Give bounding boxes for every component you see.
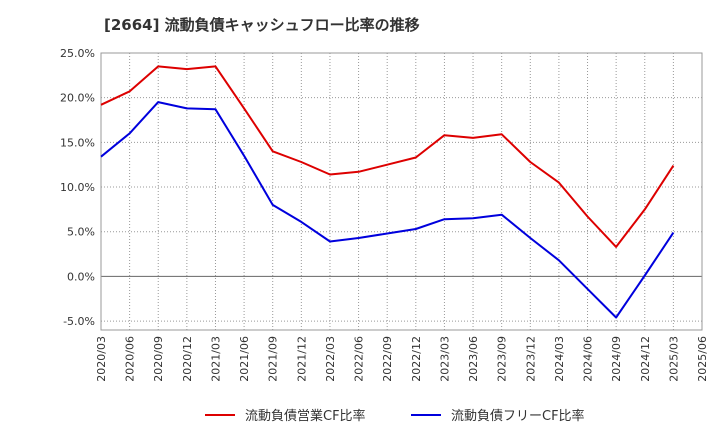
y-tick-label: 25.0% bbox=[60, 47, 95, 60]
x-tick-label: 2021/06 bbox=[238, 336, 251, 382]
chart-title: [2664] 流動負債キャッシュフロー比率の推移 bbox=[104, 16, 420, 34]
x-tick-label: 2020/12 bbox=[181, 336, 194, 382]
x-tick-label: 2024/03 bbox=[553, 336, 566, 382]
x-tick-label: 2020/09 bbox=[152, 336, 165, 382]
legend-label-2: 流動負債フリーCF比率 bbox=[451, 408, 585, 424]
x-axis-ticks: 2020/03 2020/06 2020/09 2020/12 2021/03 2021/… bbox=[95, 336, 709, 382]
x-tick-label: 2021/03 bbox=[209, 336, 222, 382]
legend-label-1: 流動負債営業CF比率 bbox=[245, 408, 366, 424]
y-tick-label: 15.0% bbox=[60, 136, 95, 149]
x-tick-label: 2023/09 bbox=[496, 336, 509, 382]
series-line-1 bbox=[100, 65, 675, 248]
x-tick-label: 2023/12 bbox=[524, 336, 537, 382]
x-tick-label: 2020/03 bbox=[95, 336, 108, 382]
y-tick-label: -5.0% bbox=[63, 315, 95, 328]
y-tick-label: 20.0% bbox=[60, 92, 95, 105]
x-tick-label: 2022/12 bbox=[410, 336, 423, 382]
x-tick-label: 2022/06 bbox=[353, 336, 366, 382]
plot-area bbox=[100, 52, 703, 331]
legend: 流動負債営業CF比率 流動負債フリーCF比率 bbox=[205, 408, 585, 424]
x-tick-label: 2021/09 bbox=[267, 336, 280, 382]
grid bbox=[100, 52, 703, 330]
x-tick-label: 2024/12 bbox=[639, 336, 652, 382]
x-tick-label: 2020/06 bbox=[124, 336, 137, 382]
x-tick-label: 2025/03 bbox=[667, 336, 680, 382]
x-tick-label: 2023/03 bbox=[438, 336, 451, 382]
x-tick-label: 2024/09 bbox=[610, 336, 623, 382]
series-lines bbox=[100, 65, 675, 319]
y-tick-label: 5.0% bbox=[67, 226, 95, 239]
y-axis-ticks: 25.0% 20.0% 15.0% 10.0% 5.0% 0.0% -5.0% bbox=[60, 47, 95, 328]
y-tick-label: 10.0% bbox=[60, 181, 95, 194]
x-tick-label: 2022/03 bbox=[324, 336, 337, 382]
x-tick-label: 2023/06 bbox=[467, 336, 480, 382]
x-tick-label: 2024/06 bbox=[582, 336, 595, 382]
y-tick-label: 0.0% bbox=[67, 270, 95, 283]
x-tick-label: 2025/06 bbox=[696, 336, 709, 382]
x-tick-label: 2021/12 bbox=[295, 336, 308, 382]
x-tick-label: 2022/09 bbox=[381, 336, 394, 382]
series-line-2 bbox=[100, 101, 675, 319]
